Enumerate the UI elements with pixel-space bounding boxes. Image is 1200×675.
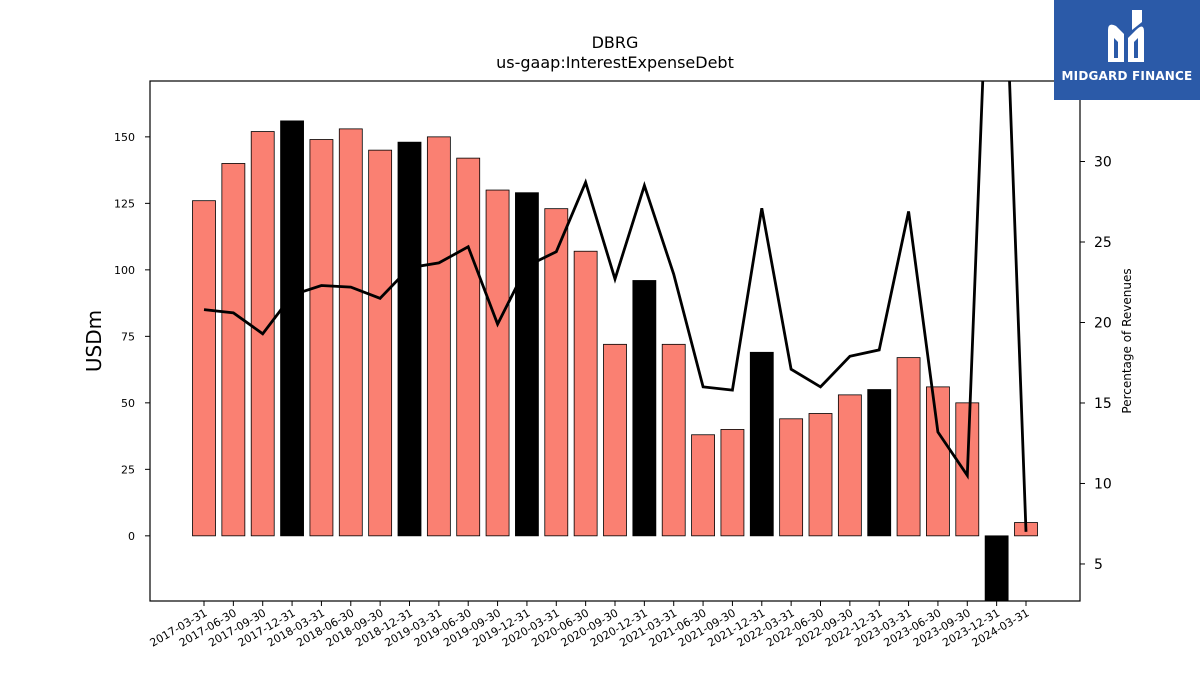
bar-2019-03-31 [426, 136, 451, 537]
bar-2020-09-30 [603, 343, 627, 537]
bar-2022-06-30 [808, 413, 833, 537]
bar-series [192, 120, 1038, 601]
bar-2021-12-31 [749, 351, 774, 537]
bar-2019-06-30 [456, 157, 481, 537]
bar-2021-09-30 [720, 429, 745, 537]
y-axis-label: USDm [82, 310, 106, 372]
y-tick-label: 100 [114, 264, 135, 277]
bar-2020-12-31 [632, 280, 657, 537]
bar-2023-06-30 [926, 386, 950, 537]
bar-2018-12-31 [397, 141, 422, 537]
bar-2017-06-30 [221, 163, 246, 537]
y2-tick-label: 10 [1094, 476, 1112, 492]
bar-2019-12-31 [515, 192, 539, 537]
y2-tick-label: 20 [1094, 315, 1112, 331]
chart-title: DBRG [592, 33, 639, 52]
y-tick-label: 125 [114, 197, 135, 210]
y-tick-label: 25 [121, 463, 135, 476]
y-tick-label: 50 [121, 397, 135, 410]
bar-2023-03-31 [896, 357, 921, 537]
y2-tick-label: 15 [1094, 396, 1112, 412]
bar-2022-03-31 [779, 418, 804, 537]
bar-2021-03-31 [661, 343, 686, 537]
bar-2023-12-31 [984, 535, 1009, 601]
logo-text: MIDGARD FINANCE [1061, 69, 1193, 83]
y2-tick-label: 5 [1094, 557, 1103, 573]
y2-axis-label: Percentage of Revenues [1120, 268, 1134, 413]
percentage-line [203, 81, 1028, 532]
y-tick-label: 75 [121, 330, 135, 343]
bar-2022-09-30 [837, 394, 862, 537]
bar-2018-06-30 [338, 128, 363, 537]
bar-2020-03-31 [544, 208, 569, 537]
y2-tick-label: 30 [1094, 154, 1112, 170]
y-tick-label: 150 [114, 131, 135, 144]
bar-2021-06-30 [691, 434, 715, 537]
bar-2018-03-31 [309, 139, 334, 537]
bar-2020-06-30 [573, 250, 598, 537]
brand-logo: MIDGARD FINANCE [1054, 0, 1200, 100]
y-tick-label: 0 [128, 530, 135, 543]
bar-2022-12-31 [867, 389, 892, 537]
line-series [203, 81, 1028, 532]
bar-2019-09-30 [485, 189, 510, 537]
bar-2017-12-31 [280, 120, 304, 537]
midgard-logo-icon [1108, 10, 1144, 63]
bar-2017-03-31 [192, 200, 216, 537]
chart-subtitle: us-gaap:InterestExpenseDebt [496, 53, 734, 72]
bar-2018-09-30 [368, 149, 393, 537]
y2-tick-label: 25 [1094, 235, 1112, 251]
